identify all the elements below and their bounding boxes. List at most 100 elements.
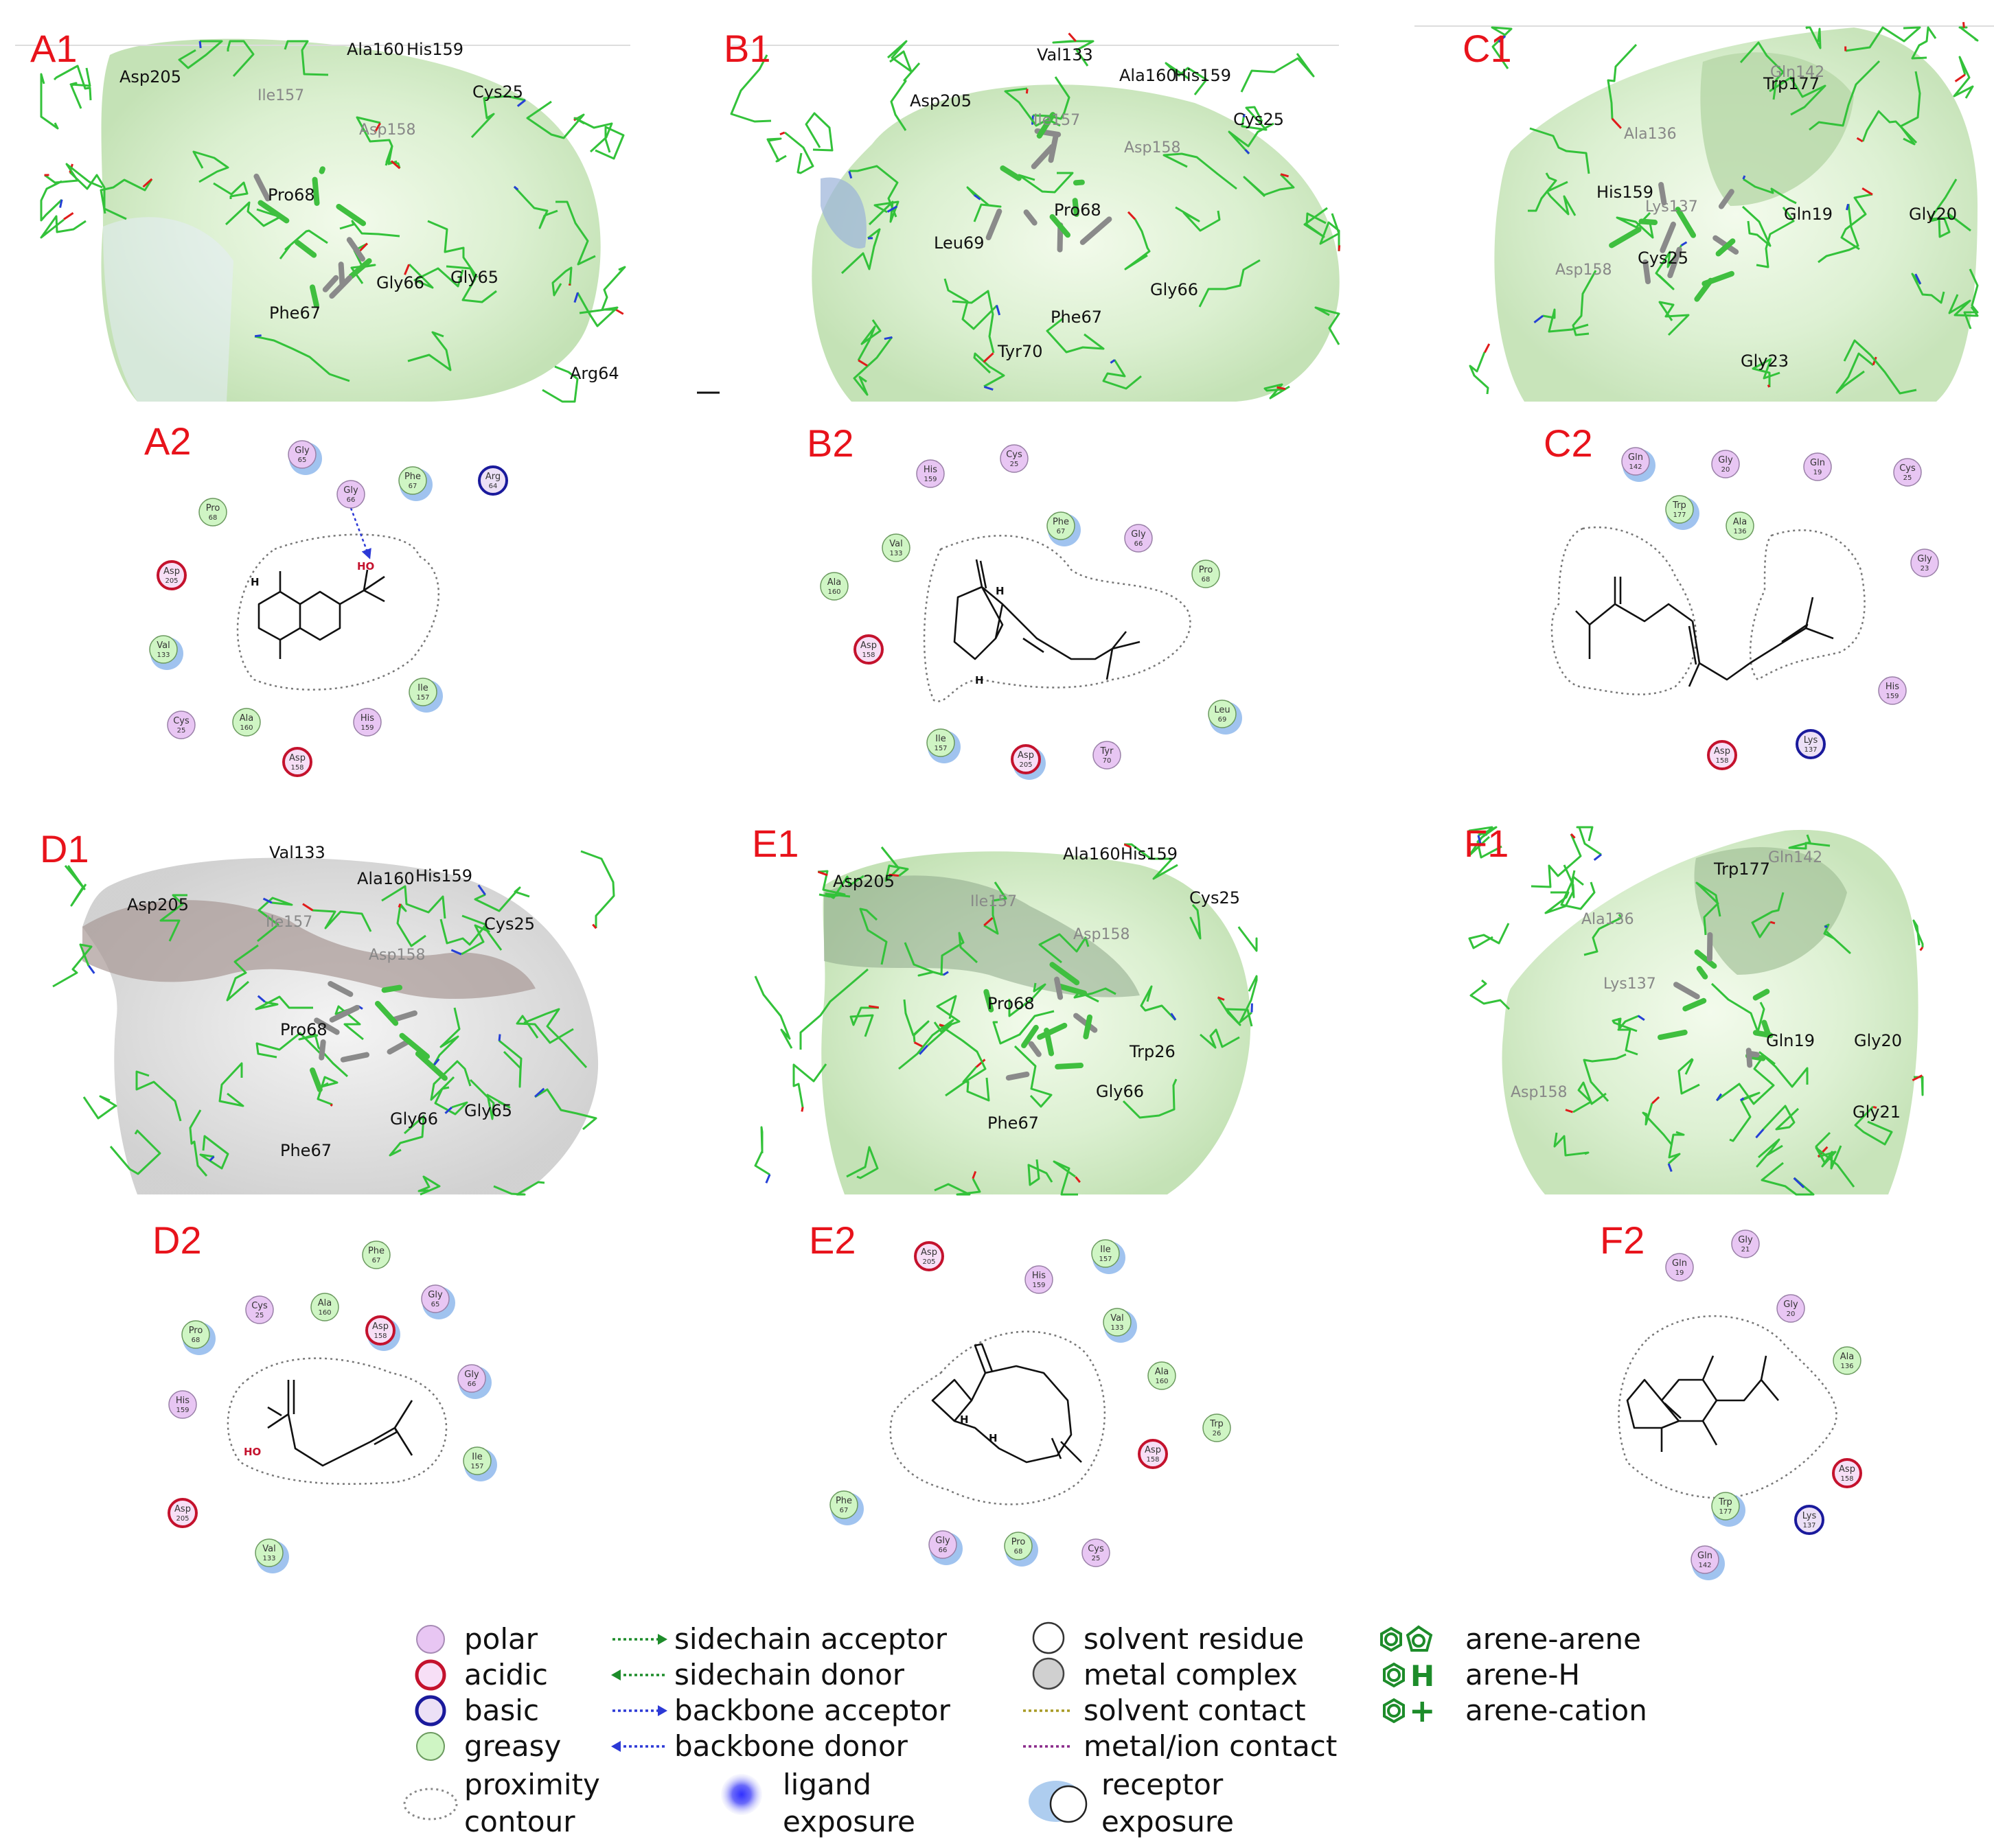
svg-text:Ile: Ile (1100, 1245, 1110, 1255)
svg-text:Gly: Gly (428, 1290, 443, 1300)
svg-text:158: 158 (290, 764, 303, 772)
residue-label-a1-gly66: Gly66 (376, 273, 424, 292)
residue-f2-gln142: Gln142 (1691, 1545, 1725, 1580)
residue-label-f1-ala136: Ala136 (1581, 911, 1634, 928)
svg-text:133: 133 (1110, 1324, 1123, 1332)
svg-text:His: His (1886, 682, 1899, 692)
svg-text:Trp: Trp (1718, 1497, 1732, 1508)
residue-label-e1-gly66: Gly66 (1096, 1082, 1144, 1101)
residue-label-d1-gly66: Gly66 (390, 1109, 438, 1129)
residue-label-c1-ala136: Ala136 (1624, 126, 1677, 143)
residue-f2-gly20: Gly20 (1776, 1294, 1805, 1323)
residue-d2-ile157: Ile157 (463, 1446, 497, 1481)
residue-label-b1-gly66: Gly66 (1150, 280, 1198, 299)
svg-text:His: His (176, 1396, 190, 1406)
svg-text:His: His (924, 465, 937, 475)
svg-text:Phe: Phe (404, 472, 421, 482)
svg-text:69: 69 (1218, 716, 1227, 724)
svg-text:Pro: Pro (189, 1326, 203, 1336)
panel-label-a1: A1 (30, 27, 78, 70)
svg-text:Cys: Cys (251, 1301, 268, 1311)
residue-d2-gly65: Gly65 (421, 1284, 455, 1319)
residue-label-b1-phe67: Phe67 (1051, 308, 1102, 327)
residue-label-c1-his159: His159 (1596, 183, 1653, 202)
residue-label-f1-asp158: Asp158 (1511, 1084, 1567, 1101)
residue-label-d1-gly65: Gly65 (464, 1101, 512, 1120)
residue-label-b1-asp205: Asp205 (910, 91, 972, 111)
legend-proximity-swatch (403, 1788, 458, 1821)
ligand-2d-structures (257, 559, 1834, 1467)
residue-c2-asp158: Asp158 (1707, 740, 1737, 770)
residue-a2-gly65: Gly65 (288, 440, 322, 475)
residue-f2-gly21: Gly21 (1731, 1229, 1760, 1258)
residue-a2-gly66: Gly66 (336, 480, 365, 509)
svg-text:Gln: Gln (1697, 1551, 1712, 1561)
residue-discs: Gly65Gly66Phe67Arg64Pro68Asp205Val133Ile… (149, 440, 1939, 1580)
residue-label-c1-trp177: Trp177 (1763, 74, 1820, 93)
panel-label-f1: F1 (1464, 822, 1509, 865)
residue-label-d1-ala160: Ala160 (357, 869, 415, 888)
legend-basic: basic (464, 1694, 539, 1727)
residue-label-e1-asp205: Asp205 (833, 872, 895, 891)
svg-text:Val: Val (889, 539, 902, 549)
residue-e2-cys25: Cys25 (1081, 1538, 1110, 1567)
svg-text:Ile: Ile (417, 683, 428, 693)
residue-d2-ala160: Ala160 (310, 1293, 339, 1321)
svg-text:136: 136 (1840, 1363, 1853, 1370)
residue-e2-phe67: Phe67 (829, 1490, 864, 1525)
svg-text:Asp: Asp (372, 1321, 389, 1332)
residue-label-b1-cys25: Cys25 (1233, 110, 1284, 129)
svg-text:Gly: Gly (1917, 554, 1932, 564)
residue-label-b1-pro68: Pro68 (1054, 200, 1101, 220)
legend-sidechain-acceptor: sidechain acceptor (674, 1622, 948, 1656)
svg-text:25: 25 (255, 1312, 264, 1319)
svg-text:158: 158 (1715, 757, 1728, 765)
residue-label-c1-cys25: Cys25 (1638, 249, 1688, 268)
residue-d2-gly66: Gly66 (457, 1364, 492, 1399)
svg-text:Asp: Asp (921, 1247, 937, 1258)
svg-text:H: H (251, 576, 260, 588)
residue-label-b1-leu69: Leu69 (934, 233, 984, 253)
residue-f2-lys137: Lys137 (1794, 1505, 1824, 1535)
residue-label-e1-phe67: Phe67 (987, 1113, 1039, 1133)
residue-label-e1-pro68: Pro68 (987, 994, 1035, 1013)
svg-text:Ala: Ala (827, 577, 841, 588)
svg-text:Gly: Gly (464, 1370, 479, 1380)
residue-b2-cys25: Cys25 (1000, 444, 1029, 473)
residue-label-f1-gln142: Gln142 (1768, 849, 1822, 866)
svg-text:Asp: Asp (174, 1504, 191, 1514)
residue-label-f1-gln19: Gln19 (1766, 1031, 1815, 1050)
panel-label-d1: D1 (40, 827, 89, 870)
residue-label-b1-asp158: Asp158 (1124, 139, 1180, 157)
svg-text:70: 70 (1103, 757, 1112, 765)
svg-text:65: 65 (298, 457, 307, 464)
svg-text:Leu: Leu (1214, 705, 1230, 715)
svg-text:Asp: Asp (289, 753, 306, 763)
residue-label-a1-phe67: Phe67 (269, 303, 321, 323)
residue-e2-trp26: Trp26 (1202, 1413, 1231, 1442)
svg-text:177: 177 (1719, 1508, 1732, 1516)
residue-b2-tyr70: Tyr70 (1092, 741, 1121, 770)
residue-label-c1-gly23: Gly23 (1741, 351, 1789, 371)
svg-text:+: + (1409, 1692, 1436, 1729)
svg-text:158: 158 (1840, 1475, 1853, 1483)
panel-label-a2: A2 (144, 419, 192, 463)
svg-text:25: 25 (1010, 461, 1019, 468)
residue-d2-his159: His159 (168, 1390, 197, 1419)
svg-text:Pro: Pro (206, 503, 220, 513)
legend-backbone-donor: backbone donor (674, 1729, 908, 1763)
residue-a2-asp158: Asp158 (282, 747, 312, 777)
svg-text:159: 159 (1886, 693, 1899, 700)
residue-label-a1-ala160: Ala160 (347, 40, 404, 59)
svg-text:Gln: Gln (1628, 452, 1643, 463)
residue-label-b1-his159: His159 (1174, 66, 1231, 85)
residue-e2-ala160: Ala160 (1147, 1361, 1176, 1390)
svg-text:Trp: Trp (1672, 500, 1686, 511)
svg-text:Ala: Ala (1840, 1352, 1854, 1362)
svg-text:Gly: Gly (343, 485, 358, 496)
residue-label-b1-ala160: Ala160 (1119, 66, 1177, 85)
svg-text:67: 67 (840, 1507, 849, 1514)
residue-b2-leu69: Leu69 (1208, 700, 1242, 735)
svg-text:Pro: Pro (1011, 1537, 1026, 1547)
svg-text:25: 25 (1092, 1555, 1101, 1562)
